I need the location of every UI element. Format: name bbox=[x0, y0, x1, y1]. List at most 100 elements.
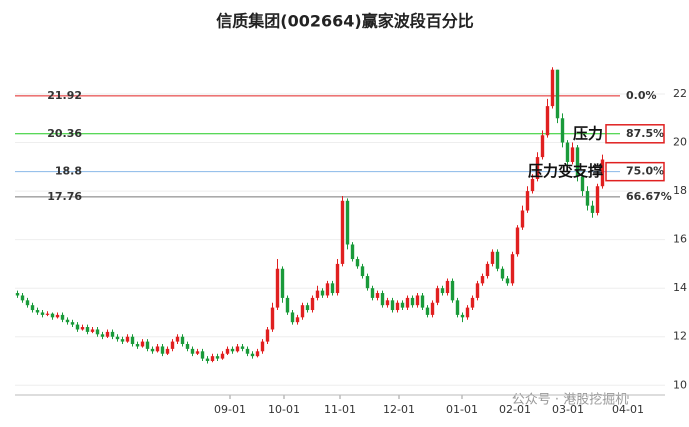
candle-body bbox=[280, 268, 285, 298]
candle-body bbox=[285, 297, 290, 313]
candle-body bbox=[395, 302, 400, 311]
level-percent-label: 87.5% bbox=[626, 127, 664, 140]
candle-body bbox=[510, 254, 515, 284]
candle-body bbox=[600, 159, 605, 187]
candle-body bbox=[350, 244, 355, 260]
annotation: 压力 bbox=[573, 124, 603, 142]
candle-body bbox=[565, 142, 570, 162]
candle-body bbox=[215, 356, 220, 359]
candle-body bbox=[15, 293, 20, 296]
candle-body bbox=[480, 276, 485, 284]
candle-body bbox=[290, 312, 295, 323]
candle-body bbox=[90, 329, 95, 332]
candle-body bbox=[355, 259, 360, 267]
candle-body bbox=[85, 327, 90, 332]
watermark: 公众号 · 港股挖掘机 bbox=[512, 393, 628, 408]
candle-body bbox=[105, 331, 110, 337]
candle-body bbox=[230, 348, 235, 352]
candle-body bbox=[525, 191, 530, 211]
candle-body bbox=[180, 336, 185, 345]
candle-body bbox=[490, 251, 495, 264]
candle-body bbox=[110, 331, 115, 337]
candle-body bbox=[260, 341, 265, 352]
candle-body bbox=[250, 353, 255, 357]
candle-body bbox=[400, 302, 405, 308]
candle-body bbox=[545, 106, 550, 136]
x-tick-label: 11-01 bbox=[324, 403, 356, 416]
candle-body bbox=[460, 314, 465, 318]
level-value-label: 21.92 bbox=[47, 89, 82, 102]
candle-body bbox=[325, 283, 330, 296]
candle-body bbox=[150, 348, 155, 352]
candle-body bbox=[345, 200, 350, 245]
candle-body bbox=[390, 300, 395, 311]
candle-body bbox=[475, 283, 480, 298]
x-tick-label: 01-01 bbox=[446, 403, 478, 416]
candle-body bbox=[80, 327, 85, 330]
candle-body bbox=[300, 305, 305, 318]
candle-body bbox=[145, 341, 150, 349]
candle-body bbox=[505, 278, 510, 284]
candle-body bbox=[445, 280, 450, 294]
candle-body bbox=[265, 329, 270, 342]
candle-body bbox=[30, 305, 35, 311]
candle-body bbox=[465, 307, 470, 318]
candle-body bbox=[375, 293, 380, 298]
candle-body bbox=[165, 348, 170, 354]
candle-body bbox=[140, 341, 145, 347]
candle-body bbox=[370, 288, 375, 298]
candle-body bbox=[535, 157, 540, 179]
candle-body bbox=[385, 300, 390, 306]
candle-body bbox=[135, 344, 140, 347]
candle-body bbox=[365, 276, 370, 289]
candle-body bbox=[495, 251, 500, 269]
candle-body bbox=[410, 297, 415, 306]
candle-body bbox=[595, 186, 600, 213]
candle-body bbox=[25, 300, 30, 306]
candle-body bbox=[220, 353, 225, 359]
candle-body bbox=[205, 358, 210, 362]
candle-body bbox=[420, 295, 425, 308]
candle-body bbox=[50, 313, 55, 318]
candle-body bbox=[455, 300, 460, 315]
candle-body bbox=[405, 297, 410, 308]
candle-body bbox=[210, 356, 215, 362]
candle-body bbox=[40, 312, 45, 315]
candle-body bbox=[580, 176, 585, 192]
candle-body bbox=[500, 268, 505, 279]
highlight-box bbox=[605, 161, 665, 182]
candle-body bbox=[20, 295, 25, 301]
candle-body bbox=[520, 210, 525, 228]
candle-body bbox=[315, 290, 320, 298]
candle-body bbox=[160, 346, 165, 354]
candle-body bbox=[240, 346, 245, 349]
y-tick-label: 10 bbox=[673, 378, 687, 391]
candle-body bbox=[430, 302, 435, 315]
y-tick-label: 16 bbox=[673, 233, 687, 246]
candle-body bbox=[75, 324, 80, 330]
candle-body bbox=[190, 348, 195, 354]
y-tick-label: 12 bbox=[673, 330, 687, 343]
candle-body bbox=[330, 283, 335, 294]
level-percent-label: 75.0% bbox=[626, 165, 664, 178]
candle-body bbox=[590, 205, 595, 213]
candle-body bbox=[275, 268, 280, 308]
candle-body bbox=[540, 135, 545, 158]
candle-body bbox=[515, 227, 520, 255]
candle-body bbox=[530, 178, 535, 192]
candle-body bbox=[425, 307, 430, 315]
candle-body bbox=[435, 288, 440, 303]
candle-body bbox=[360, 266, 365, 277]
candle-body bbox=[200, 351, 205, 359]
candle-body bbox=[185, 344, 190, 349]
candle-body bbox=[55, 314, 60, 318]
candle-body bbox=[155, 346, 160, 352]
candle-body bbox=[550, 69, 555, 107]
x-tick-label: 09-01 bbox=[214, 403, 246, 416]
candle-body bbox=[440, 288, 445, 294]
y-tick-label: 22 bbox=[673, 87, 687, 100]
x-tick-label: 04-01 bbox=[612, 403, 644, 416]
candle-body bbox=[130, 336, 135, 345]
candle-body bbox=[65, 319, 70, 323]
candle-body bbox=[305, 305, 310, 311]
